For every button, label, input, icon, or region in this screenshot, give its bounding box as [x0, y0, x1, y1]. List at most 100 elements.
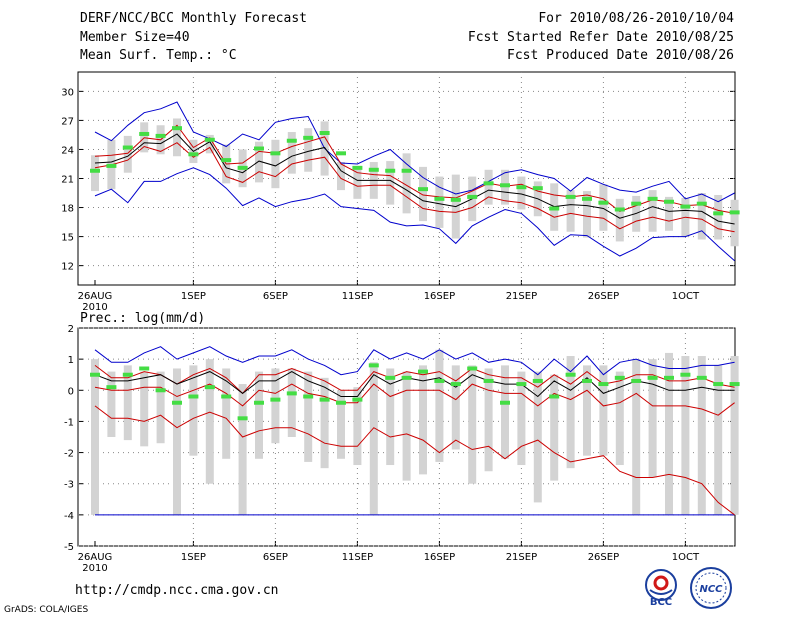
temp-range-bar: [615, 198, 624, 242]
prec-range-bar: [714, 365, 723, 515]
prec-xtick-label: 26AUG: [78, 552, 113, 563]
temp-ytick-label: 30: [61, 87, 74, 98]
prec-ytick-label: -1: [64, 417, 74, 428]
temp-range-bar: [271, 139, 280, 189]
prec-xtick-label: 21SEP: [506, 552, 537, 563]
temp-xtick-label: 1SEP: [181, 291, 206, 302]
prec-range-bar: [271, 368, 280, 444]
prec-range-bar: [140, 371, 149, 447]
prec-range-bar: [615, 371, 624, 466]
precip-panel-title: Prec.: log(mm/d): [80, 311, 206, 326]
temp-mean-line: [94, 133, 735, 225]
temp-xtick-year: 2010: [82, 302, 107, 313]
prec-ytick-label: -5: [64, 542, 74, 553]
prec-range-bar: [533, 371, 542, 503]
chart-title: DERF/NCC/BCC Monthly Forecast: [80, 11, 307, 26]
prec-range-bar: [287, 368, 296, 437]
temp-range-bar: [337, 162, 345, 191]
prec-xtick-label: 16SEP: [424, 552, 455, 563]
prec-p05-line: [94, 405, 735, 516]
prec-range-bar: [517, 371, 526, 466]
prec-range-bar: [632, 359, 641, 515]
forecast-period: For 2010/08/26-2010/10/04: [538, 11, 734, 26]
prec-range-bar: [501, 365, 509, 459]
temp-range-bar: [419, 166, 427, 222]
prec-range-bar: [238, 384, 247, 515]
prec-ytick-label: -3: [64, 480, 74, 491]
temp-range-bar: [123, 135, 132, 173]
temp-range-bar: [517, 176, 526, 210]
temp-range-bar: [304, 128, 313, 172]
forecast-started-date: Fcst Started Refer Date 2010/08/25: [467, 30, 734, 45]
temp-xtick-label: 26SEP: [588, 291, 619, 302]
prec-range-bar: [648, 359, 657, 478]
temp-range-bar: [287, 132, 296, 174]
temp-xtick-label: 26AUG: [78, 291, 113, 302]
temp-range-bar: [173, 118, 181, 157]
temp-range-bar: [402, 153, 411, 214]
temp-range-bar: [255, 141, 263, 183]
temp-ytick-label: 12: [61, 262, 74, 273]
prec-ytick-label: -2: [64, 449, 74, 460]
prec-xtick-label: 26SEP: [588, 552, 619, 563]
prec-range-bar: [665, 352, 673, 515]
prec-xtick-year: 2010: [82, 563, 107, 574]
temp-p90-line: [94, 124, 735, 214]
temp-range-bar: [386, 161, 395, 205]
temp-xtick-label: 6SEP: [263, 291, 288, 302]
prec-xtick-label: 6SEP: [263, 552, 288, 563]
temp-range-bar: [353, 165, 362, 199]
prec-range-bar: [566, 356, 575, 469]
prec-range-bar: [599, 365, 608, 456]
member-size: Member Size=40: [80, 30, 190, 45]
temp-ytick-label: 18: [61, 204, 74, 215]
prec-range-bar: [583, 365, 591, 456]
prec-range-bar: [255, 371, 263, 459]
temp-min-line: [94, 167, 735, 262]
temp-max-line: [94, 101, 735, 203]
temp-range-bar: [730, 199, 739, 247]
prec-range-bar: [402, 371, 411, 481]
prec-xtick-label: 1SEP: [181, 552, 206, 563]
temp-range-bar: [91, 155, 99, 192]
prec-mean-line: [94, 371, 735, 398]
website-url[interactable]: http://cmdp.ncc.cma.gov.cn: [75, 583, 279, 598]
prec-range-bar: [205, 359, 214, 484]
temp-range-bar: [484, 169, 493, 205]
temp-ytick-label: 27: [61, 116, 74, 127]
grads-credit: GrADS: COLA/IGES: [4, 605, 89, 615]
prec-range-bar: [697, 356, 706, 515]
ncc-logo-text: NCC: [699, 584, 723, 595]
bcc-logo: BCC: [645, 569, 677, 608]
prec-range-bar: [337, 390, 345, 459]
prec-xtick-label: 11SEP: [342, 552, 373, 563]
prec-range-bar: [91, 359, 99, 515]
prec-range-bar: [222, 368, 231, 459]
prec-range-bar: [107, 371, 116, 437]
prec-range-bar: [730, 356, 739, 515]
prec-p90-line: [94, 365, 735, 395]
prec-range-bar: [353, 387, 362, 466]
prec-range-bar: [484, 368, 493, 472]
temp-ytick-label: 24: [61, 145, 74, 156]
prec-range-bar: [435, 349, 444, 462]
temp-ytick-label: 15: [61, 233, 74, 244]
prec-range-bar: [156, 371, 165, 444]
ncc-logo: NCC: [690, 567, 732, 609]
prec-range-bar: [550, 374, 559, 481]
prec-range-bar: [320, 377, 329, 469]
temp-range-bar: [665, 196, 673, 231]
temp-range-bar: [599, 184, 608, 231]
prec-range-bar: [681, 356, 690, 515]
temp-xtick-label: 1OCT: [672, 291, 700, 302]
temp-xtick-label: 16SEP: [424, 291, 455, 302]
prec-range-bar: [173, 368, 181, 515]
prec-range-bar: [189, 365, 198, 456]
prec-ytick-label: 2: [68, 324, 74, 335]
prec-range-bar: [451, 365, 460, 450]
prec-ytick-label: 1: [68, 355, 74, 366]
prec-p10-line: [94, 383, 735, 416]
temp-range-bar: [205, 134, 214, 154]
prec-ytick-label: 0: [68, 386, 74, 397]
